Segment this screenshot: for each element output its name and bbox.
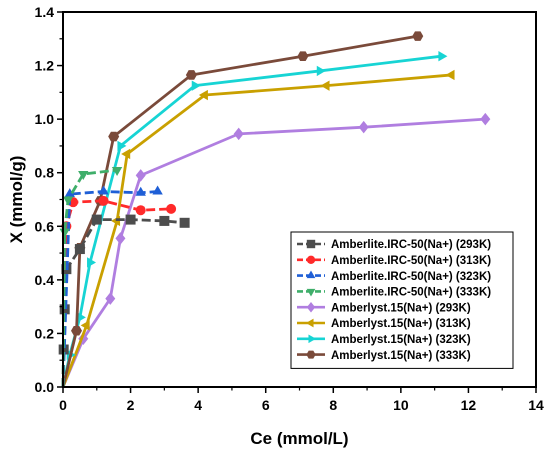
- x-tick-label: 4: [194, 397, 202, 413]
- data-point-amberlite-irc-50-na-333k: [62, 196, 74, 206]
- legend: Amberlite.IRC-50(Na+) (293K) Amberlite.IR…: [290, 231, 514, 369]
- series-amberlite-irc-50-na-333k: [59, 167, 123, 388]
- data-point-amberlyst-15-na-293k: [115, 232, 126, 245]
- legend-label: Amberlite.IRC-50(Na+) (333K): [331, 287, 491, 299]
- y-tick-label: 0.8: [35, 165, 55, 181]
- data-point-amberlite-irc-50-na-323k: [152, 185, 163, 195]
- data-point-amberlite-irc-50-na-293k: [125, 214, 136, 225]
- data-point-amberlyst-15-na-313k: [80, 320, 90, 331]
- legend-label: Amberlite.IRC-50(Na+) (293K): [331, 239, 491, 251]
- series-line-amberlyst-15-na-333k: [61, 34, 418, 388]
- x-axis-label: Ce (mmol/L): [250, 429, 348, 448]
- series-amberlyst-15-na-313k: [61, 69, 455, 388]
- legend-marker: [305, 318, 314, 328]
- legend-label: Amberlyst.15(Na+) (313K): [331, 318, 471, 330]
- y-tick-label: 1.2: [35, 58, 55, 74]
- data-point-amberlite-irc-50-na-313k: [166, 203, 177, 214]
- data-point-amberlyst-15-na-293k: [135, 169, 146, 182]
- series-amberlite-irc-50-na-323k: [61, 185, 163, 388]
- x-tick-label: 0: [59, 397, 67, 413]
- data-point-amberlyst-15-na-323k: [191, 80, 201, 91]
- x-tick-label: 8: [329, 397, 337, 413]
- legend-entry-amberlyst-15-na-333k: Amberlyst.15(Na+) (333K): [297, 350, 471, 362]
- data-point-amberlyst-15-na-293k: [105, 292, 116, 305]
- legend-marker: [306, 239, 316, 249]
- legend-label: Amberlyst.15(Na+) (333K): [331, 350, 471, 362]
- data-point-amberlite-irc-50-na-293k: [159, 215, 170, 226]
- data-point-amberlyst-15-na-333k: [297, 51, 309, 61]
- x-tick-label: 12: [461, 397, 477, 413]
- y-axis-label: X (mmol/g): [7, 156, 26, 244]
- legend-entry-amberlyst-15-na-313k: Amberlyst.15(Na+) (313K): [297, 318, 471, 330]
- legend-entry-amberlite-irc-50-na-293k: Amberlite.IRC-50(Na+) (293K): [297, 239, 491, 251]
- x-tick-label: 14: [528, 397, 544, 413]
- data-point-amberlyst-15-na-323k: [117, 140, 127, 152]
- data-point-amberlite-irc-50-na-323k: [98, 185, 109, 195]
- data-point-amberlyst-15-na-313k: [320, 80, 330, 91]
- data-point-amberlyst-15-na-323k: [438, 51, 448, 62]
- legend-entry-amberlyst-15-na-323k: Amberlyst.15(Na+) (323K): [297, 334, 471, 346]
- data-point-amberlyst-15-na-333k: [108, 131, 120, 142]
- series-line-amberlyst-15-na-293k: [61, 117, 486, 388]
- legend-marker: [306, 270, 316, 279]
- x-tick-label: 2: [127, 397, 135, 413]
- legend-entry-amberlite-irc-50-na-333k: Amberlite.IRC-50(Na+) (333K): [297, 287, 491, 299]
- data-point-amberlyst-15-na-293k: [480, 112, 491, 126]
- legend-label: Amberlite.IRC-50(Na+) (323K): [331, 271, 491, 283]
- y-tick-label: 0.4: [35, 272, 55, 288]
- data-point-amberlite-irc-50-na-333k: [78, 171, 89, 181]
- data-point-amberlyst-15-na-333k: [185, 70, 197, 80]
- axis-layer: 0 2 4 6 8 10 12 14 0.0 0.2 0.4 0.6 0.8 1.0 1.2 1.4: [35, 4, 544, 413]
- legend-entry-amberlite-irc-50-na-323k: Amberlite.IRC-50(Na+) (323K): [297, 270, 491, 283]
- legend-box: [290, 231, 514, 369]
- y-tick-label: 1.4: [35, 4, 55, 20]
- legend-label: Amberlite.IRC-50(Na+) (313K): [331, 255, 491, 267]
- legend-label: Amberlyst.15(Na+) (293K): [331, 302, 471, 314]
- data-point-amberlyst-15-na-293k: [358, 120, 369, 134]
- data-point-amberlite-irc-50-na-293k: [59, 304, 70, 315]
- data-point-amberlite-irc-50-na-293k: [91, 214, 102, 225]
- data-point-amberlite-irc-50-na-323k: [64, 188, 75, 198]
- data-point-amberlyst-15-na-293k: [233, 127, 244, 141]
- legend-marker: [308, 334, 317, 344]
- data-point-amberlite-irc-50-na-323k: [135, 186, 146, 196]
- data-point-amberlite-irc-50-na-333k: [111, 167, 123, 177]
- legend-entry-amberlite-irc-50-na-313k: Amberlite.IRC-50(Na+) (313K): [297, 255, 491, 267]
- data-point-amberlite-irc-50-na-313k: [135, 205, 146, 216]
- legend-marker: [306, 301, 316, 313]
- data-point-amberlyst-15-na-323k: [316, 65, 326, 77]
- data-point-amberlite-irc-50-na-293k: [74, 244, 85, 255]
- y-tick-label: 0.0: [35, 379, 55, 395]
- legend-marker: [306, 350, 316, 359]
- x-tick-label: 10: [393, 397, 409, 413]
- data-point-amberlyst-15-na-313k: [121, 148, 131, 160]
- y-tick-label: 0.2: [35, 325, 55, 341]
- legend-marker: [306, 288, 316, 297]
- y-tick-label: 0.6: [35, 218, 55, 234]
- plot-data-layer: [58, 31, 491, 388]
- data-point-amberlyst-15-na-333k: [71, 325, 83, 336]
- data-point-amberlyst-15-na-313k: [445, 69, 455, 81]
- y-tick-label: 1.0: [35, 111, 55, 127]
- data-point-amberlite-irc-50-na-313k: [98, 195, 109, 206]
- legend-marker: [306, 255, 316, 264]
- data-point-amberlyst-15-na-313k: [198, 89, 208, 101]
- x-tick-label: 6: [262, 397, 270, 413]
- legend-entry-amberlyst-15-na-293k: Amberlyst.15(Na+) (293K): [297, 301, 471, 314]
- data-point-amberlite-irc-50-na-293k: [179, 217, 190, 228]
- data-point-amberlyst-15-na-323k: [87, 257, 97, 268]
- legend-label: Amberlyst.15(Na+) (323K): [331, 334, 471, 346]
- data-point-amberlyst-15-na-323k: [76, 312, 86, 323]
- data-point-amberlyst-15-na-333k: [412, 31, 424, 41]
